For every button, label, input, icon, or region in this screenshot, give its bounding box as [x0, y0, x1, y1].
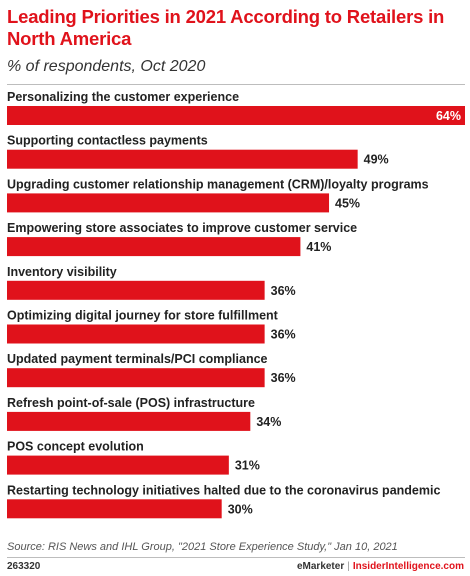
- footer-brand: eMarketer | InsiderIntelligence.com: [297, 561, 464, 572]
- bar: [7, 368, 265, 388]
- category-label: Personalizing the customer experience: [7, 90, 239, 104]
- bar: [7, 455, 229, 475]
- value-label: 49%: [364, 153, 389, 167]
- chart-subtitle: % of respondents, Oct 2020: [7, 58, 206, 75]
- brand-insiderintelligence: InsiderIntelligence.com: [352, 561, 464, 572]
- top-divider: [7, 84, 465, 85]
- bar-chart: Personalizing the customer experience 64%…: [7, 90, 465, 519]
- value-label: 30%: [228, 502, 253, 516]
- category-label: Supporting contactless payments: [7, 134, 208, 148]
- category-label: POS concept evolution: [7, 440, 144, 454]
- bar: [7, 411, 251, 431]
- chart-title: Leading Priorities in 2021 According to …: [7, 6, 445, 49]
- value-label: 45%: [335, 196, 360, 210]
- brand-separator: |: [347, 561, 350, 572]
- value-label: 34%: [256, 415, 281, 429]
- value-label: 41%: [306, 240, 331, 254]
- category-label: Updated payment terminals/PCI compliance: [7, 352, 268, 366]
- bar: [7, 280, 265, 300]
- category-label: Empowering store associates to improve c…: [7, 221, 357, 235]
- brand-emarketer: eMarketer: [296, 561, 345, 572]
- bar: [7, 106, 465, 125]
- value-label: 64%: [436, 109, 461, 123]
- category-label: Optimizing digital journey for store ful…: [7, 309, 279, 323]
- bar: [7, 324, 265, 344]
- category-label: Upgrading customer relationship manageme…: [7, 177, 429, 191]
- source-note: Source: RIS News and IHL Group, "2021 St…: [7, 541, 398, 553]
- chart-id: 263320: [7, 561, 41, 572]
- category-label: Refresh point-of-sale (POS) infrastructu…: [7, 396, 255, 410]
- value-label: 31%: [235, 459, 260, 473]
- bar: [7, 193, 330, 213]
- bar: [7, 499, 222, 519]
- value-label: 36%: [271, 284, 296, 298]
- bottom-divider: [7, 557, 465, 558]
- bar: [7, 237, 301, 257]
- bar: [7, 149, 358, 169]
- category-label: Inventory visibility: [7, 265, 117, 279]
- value-label: 36%: [271, 328, 296, 342]
- category-label: Restarting technology initiatives halted…: [7, 483, 440, 497]
- value-label: 36%: [271, 371, 296, 385]
